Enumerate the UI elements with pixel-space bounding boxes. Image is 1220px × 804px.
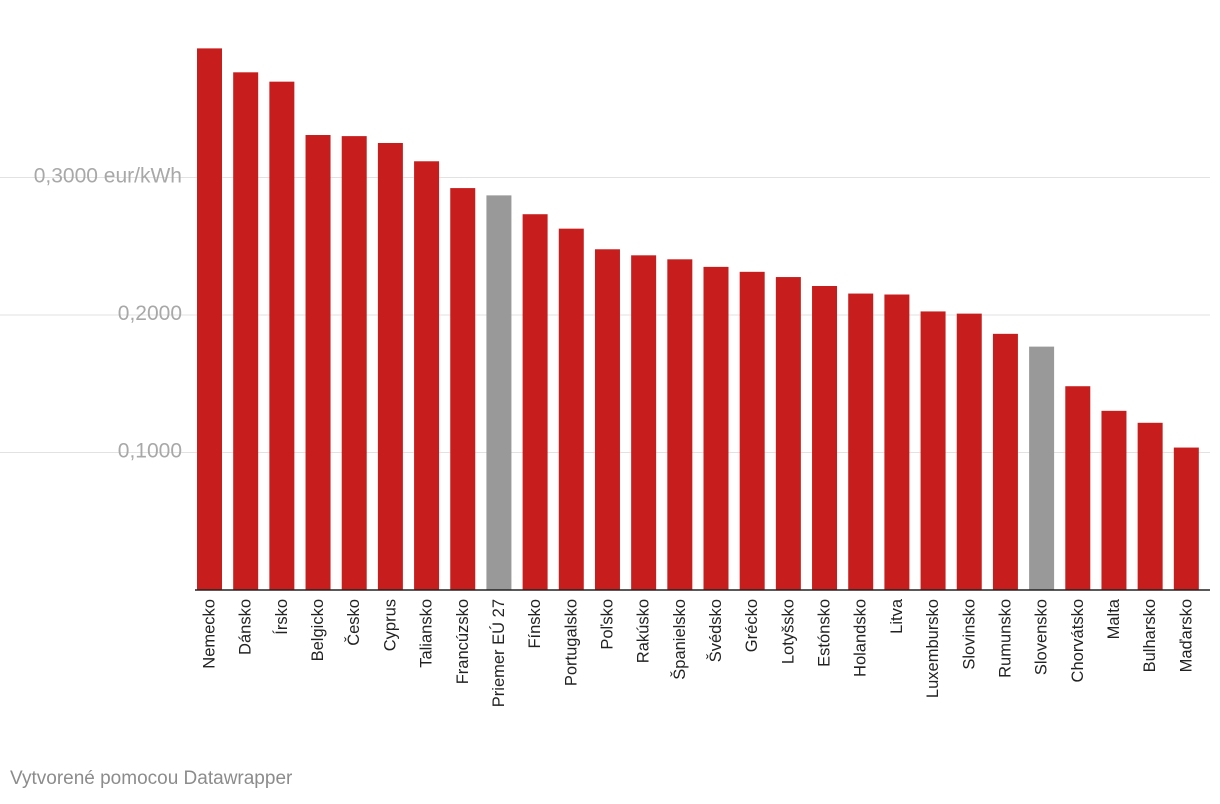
- bar-5[interactable]: [377, 142, 403, 591]
- x-tick-label-12: Rakúsko: [635, 599, 653, 663]
- bar-9[interactable]: [522, 214, 548, 590]
- x-tick-label-13: Španielsko: [670, 599, 689, 680]
- bar-21[interactable]: [956, 313, 982, 590]
- bar-4[interactable]: [341, 136, 367, 591]
- x-tick-label-11: Poľsko: [598, 599, 616, 650]
- x-tick-label-5: Cyprus: [381, 599, 399, 651]
- x-tick-label-22: Rumunsko: [996, 599, 1014, 678]
- bar-18[interactable]: [848, 293, 874, 590]
- y-axis-ticks: 0,1000 0,2000 0,3000 eur/kWh: [34, 165, 182, 463]
- x-tick-label-18: Holandsko: [852, 599, 870, 677]
- bar-16[interactable]: [775, 277, 801, 590]
- bar-1[interactable]: [233, 72, 259, 590]
- x-tick-label-16: Lotyšsko: [779, 599, 797, 664]
- x-tick-label-10: Portugalsko: [562, 599, 580, 686]
- bar-2[interactable]: [269, 81, 295, 590]
- bar-20[interactable]: [920, 311, 946, 590]
- x-tick-label-2: Írsko: [272, 599, 291, 635]
- bar-19[interactable]: [884, 294, 910, 590]
- datawrapper-credit[interactable]: Vytvorené pomocou Datawrapper: [10, 768, 293, 789]
- x-tick-label-24: Chorvátsko: [1069, 599, 1087, 682]
- bar-0[interactable]: [197, 48, 222, 590]
- x-tick-label-6: Taliansko: [418, 599, 436, 668]
- x-tick-label-20: Luxembursko: [924, 599, 942, 698]
- bar-24[interactable]: [1065, 386, 1091, 590]
- bar-14[interactable]: [703, 266, 729, 590]
- bar-12[interactable]: [631, 255, 657, 590]
- x-tick-label-7: Francúzsko: [454, 599, 472, 684]
- bar-22[interactable]: [992, 333, 1018, 590]
- x-tick-label-3: Belgicko: [309, 599, 327, 661]
- bar-15[interactable]: [739, 271, 765, 590]
- x-tick-label-21: Slovinsko: [960, 599, 978, 670]
- bar-7[interactable]: [450, 188, 476, 590]
- y-tick-label-2: 0,3000 eur/kWh: [34, 165, 182, 188]
- y-tick-label-1: 0,2000: [118, 302, 182, 325]
- bar-17[interactable]: [812, 285, 838, 590]
- x-tick-label-17: Estónsko: [816, 599, 834, 667]
- x-tick-label-9: Fínsko: [526, 599, 544, 649]
- bars: [197, 48, 1199, 591]
- bar-3[interactable]: [305, 135, 331, 590]
- bar-8[interactable]: [486, 195, 512, 590]
- x-tick-label-25: Malta: [1105, 598, 1123, 639]
- x-tick-label-19: Litva: [888, 598, 906, 634]
- x-tick-label-0: Nemecko: [201, 599, 219, 669]
- bar-11[interactable]: [594, 249, 620, 590]
- x-tick-label-26: Bulharsko: [1141, 599, 1159, 672]
- x-tick-label-23: Slovensko: [1033, 599, 1051, 675]
- bar-26[interactable]: [1137, 422, 1163, 590]
- x-tick-label-1: Dánsko: [237, 599, 255, 655]
- x-tick-label-8: Priemer EÚ 27: [489, 599, 508, 707]
- x-axis-ticks: Nemecko Dánsko Írsko Belgicko Česko Cyprus Tal…: [201, 598, 1196, 707]
- bar-13[interactable]: [667, 259, 693, 590]
- x-tick-label-4: Česko: [344, 599, 363, 646]
- bar-23[interactable]: [1029, 346, 1055, 590]
- x-tick-label-27: Maďarsko: [1177, 599, 1195, 672]
- bar-25[interactable]: [1101, 410, 1127, 590]
- bar-6[interactable]: [414, 161, 440, 590]
- bar-10[interactable]: [558, 228, 584, 590]
- x-tick-label-15: Grécko: [743, 599, 761, 652]
- x-tick-label-14: Švédsko: [706, 599, 725, 662]
- bar-27[interactable]: [1173, 447, 1199, 590]
- y-tick-label-0: 0,1000: [118, 440, 182, 463]
